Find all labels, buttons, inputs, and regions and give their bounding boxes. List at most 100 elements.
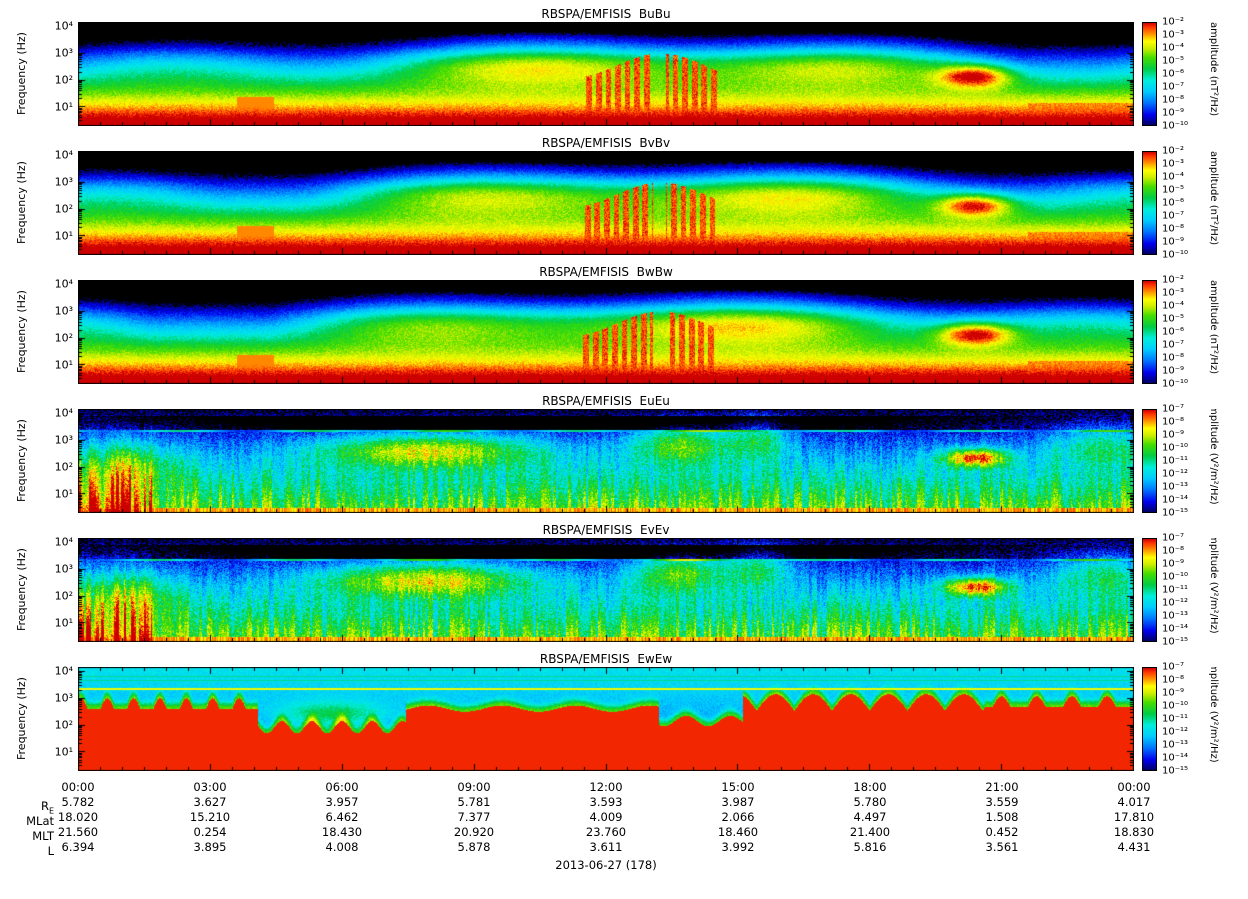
panel-bubu: RBSPA/EMFISIS BuBu Frequency (Hz) 10⁴ 10³… bbox=[0, 6, 1248, 132]
freq-tick-label: 10¹ bbox=[54, 100, 73, 114]
colorbar-tick-label: 10⁻¹³ bbox=[1162, 610, 1189, 622]
ephemeris-value: 23.760 bbox=[585, 825, 627, 839]
ephemeris-value: 4.008 bbox=[325, 840, 359, 854]
freq-tick-labels: 10⁴ 10³ 10² 10¹ bbox=[32, 664, 78, 771]
date-label: 2013-06-27 (178) bbox=[555, 858, 657, 872]
colorbar-tick-label: 10⁻¹⁵ bbox=[1162, 765, 1189, 777]
colorbar-tick-label: 10⁻⁷ bbox=[1162, 81, 1185, 93]
panel-title: RBSPA/EMFISIS EuEu bbox=[542, 394, 670, 408]
colorbar-tick-label: 10⁻⁴ bbox=[1162, 171, 1185, 183]
ephemeris-row-mlat: MLat 18.020 15.210 6.462 7.377 4.009 2.066 4.4… bbox=[0, 810, 1248, 828]
time-tick-label: 00:00 bbox=[1117, 780, 1151, 794]
colorbar-tick-label: 10⁻¹⁰ bbox=[1162, 249, 1189, 261]
ephemeris-value: 3.992 bbox=[721, 840, 755, 854]
ephemeris-value: 3.593 bbox=[589, 795, 623, 809]
ephemeris-values: 21.560 0.254 18.430 20.920 23.760 18.460 21.40… bbox=[58, 825, 1154, 840]
freq-tick-label: 10⁴ bbox=[54, 406, 73, 420]
freq-tick-label: 10¹ bbox=[54, 229, 73, 243]
colorbar-tick-label: 10⁻⁵ bbox=[1162, 313, 1185, 325]
colorbar-tick-label: 10⁻¹⁴ bbox=[1162, 623, 1189, 635]
ephemeris-value: 3.559 bbox=[985, 795, 1019, 809]
panel-title: RBSPA/EMFISIS EvEv bbox=[542, 523, 670, 537]
ephemeris-value: 21.560 bbox=[57, 825, 99, 839]
colorbar-tick-label: 10⁻² bbox=[1162, 145, 1185, 157]
panel-bwbw: RBSPA/EMFISIS BwBw Frequency (Hz) 10⁴ 10³… bbox=[0, 264, 1248, 390]
colorbar-tick-labels: 10⁻² 10⁻³ 10⁻⁴ 10⁻⁵ 10⁻⁶ 10⁻⁷ 10⁻⁸ 10⁻⁹ 10⁻¹⁰ bbox=[1157, 17, 1203, 132]
colorbar-tick-label: 10⁻⁵ bbox=[1162, 55, 1185, 67]
ephemeris-row-label: L bbox=[47, 844, 54, 858]
colorbar-tick-label: 10⁻⁸ bbox=[1162, 223, 1185, 235]
freq-tick-label: 10³ bbox=[54, 304, 73, 318]
ephemeris-value: 3.957 bbox=[325, 795, 359, 809]
colorbar-tick-label: 10⁻³ bbox=[1162, 158, 1185, 170]
colorbar-tick-label: 10⁻¹¹ bbox=[1162, 455, 1189, 467]
ephemeris-value: 5.781 bbox=[457, 795, 491, 809]
colorbar-tick-labels: 10⁻⁷ 10⁻⁸ 10⁻⁹ 10⁻¹⁰ 10⁻¹¹ 10⁻¹² 10⁻¹³ 10⁻¹⁴ 10⁻… bbox=[1157, 404, 1203, 519]
freq-tick-label: 10³ bbox=[54, 433, 73, 447]
freq-tick-label: 10⁴ bbox=[54, 277, 73, 291]
y-axis-label: Frequency (Hz) bbox=[15, 32, 28, 116]
ephemeris-value: 3.627 bbox=[193, 795, 227, 809]
colorbar-tick-label: 10⁻⁸ bbox=[1162, 94, 1185, 106]
time-tick-label: 06:00 bbox=[325, 780, 359, 794]
colorbar-tick-label: 10⁻⁷ bbox=[1162, 403, 1185, 415]
time-tick-label: 09:00 bbox=[457, 780, 491, 794]
freq-tick-label: 10⁴ bbox=[54, 664, 73, 678]
colorbar-tick-label: 10⁻¹¹ bbox=[1162, 713, 1189, 725]
colorbar-tick-label: 10⁻⁶ bbox=[1162, 68, 1185, 80]
colorbar-tick-label: 10⁻⁹ bbox=[1162, 558, 1185, 570]
colorbar-tick-label: 10⁻¹⁰ bbox=[1162, 700, 1189, 712]
ephemeris-value: 2.066 bbox=[721, 810, 755, 824]
ephemeris-row-mlt: MLT 21.560 0.254 18.430 20.920 23.760 18.460 2… bbox=[0, 825, 1248, 843]
ephemeris-value: 1.508 bbox=[985, 810, 1019, 824]
colorbar-tick-label: 10⁻⁹ bbox=[1162, 107, 1185, 119]
colorbar-tick-label: 10⁻¹⁵ bbox=[1162, 636, 1189, 648]
time-tick-label: 12:00 bbox=[589, 780, 623, 794]
ephemeris-value: 5.816 bbox=[853, 840, 887, 854]
colorbar-tick-label: 10⁻⁸ bbox=[1162, 545, 1185, 557]
colorbar-tick-label: 10⁻¹² bbox=[1162, 468, 1189, 480]
ephemeris-row-label: MLat bbox=[26, 814, 54, 828]
spectrogram-canvas bbox=[78, 280, 1134, 384]
ephemeris-value: 0.254 bbox=[193, 825, 227, 839]
freq-tick-label: 10¹ bbox=[54, 616, 73, 630]
ephemeris-value: 6.462 bbox=[325, 810, 359, 824]
time-tick-label: 21:00 bbox=[985, 780, 1019, 794]
ephemeris-value: 3.987 bbox=[721, 795, 755, 809]
spectrogram-canvas bbox=[78, 22, 1134, 126]
colorbar bbox=[1142, 22, 1157, 126]
colorbar-tick-label: 10⁻¹³ bbox=[1162, 739, 1189, 751]
y-axis-label: Frequency (Hz) bbox=[15, 290, 28, 374]
freq-tick-label: 10¹ bbox=[54, 358, 73, 372]
colorbar-tick-label: 10⁻⁸ bbox=[1162, 416, 1185, 428]
ephemeris-value: 4.497 bbox=[853, 810, 887, 824]
colorbar-tick-label: 10⁻⁷ bbox=[1162, 210, 1185, 222]
freq-tick-label: 10³ bbox=[54, 175, 73, 189]
spectrogram-canvas bbox=[78, 538, 1134, 642]
freq-tick-label: 10² bbox=[54, 460, 73, 474]
ephemeris-value: 18.460 bbox=[717, 825, 759, 839]
colorbar-tick-label: 10⁻¹⁰ bbox=[1162, 120, 1189, 132]
ephemeris-row-l: L 6.394 3.895 4.008 5.878 3.611 3.992 5.816 3.5… bbox=[0, 840, 1248, 858]
panel-title: RBSPA/EMFISIS BuBu bbox=[541, 7, 671, 21]
colorbar-tick-label: 10⁻⁴ bbox=[1162, 300, 1185, 312]
colorbar-tick-label: 10⁻¹¹ bbox=[1162, 584, 1189, 596]
spectrogram-canvas bbox=[78, 409, 1134, 513]
freq-tick-label: 10³ bbox=[54, 562, 73, 576]
spectrogram-canvas bbox=[78, 667, 1134, 771]
ephemeris-value: 5.782 bbox=[61, 795, 95, 809]
colorbar-label: amplitude (V²/m²/Hz) bbox=[1208, 409, 1219, 505]
colorbar-tick-label: 10⁻⁹ bbox=[1162, 687, 1185, 699]
colorbar-tick-label: 10⁻⁴ bbox=[1162, 42, 1185, 54]
colorbar-tick-label: 10⁻³ bbox=[1162, 287, 1185, 299]
colorbar-tick-labels: 10⁻⁷ 10⁻⁸ 10⁻⁹ 10⁻¹⁰ 10⁻¹¹ 10⁻¹² 10⁻¹³ 10⁻¹⁴ 10⁻… bbox=[1157, 533, 1203, 648]
colorbar-tick-label: 10⁻² bbox=[1162, 16, 1185, 28]
ephemeris-value: 5.780 bbox=[853, 795, 887, 809]
colorbar-tick-label: 10⁻⁸ bbox=[1162, 352, 1185, 364]
y-axis-label: Frequency (Hz) bbox=[15, 548, 28, 632]
freq-tick-label: 10⁴ bbox=[54, 535, 73, 549]
time-tick-label: 03:00 bbox=[193, 780, 227, 794]
spectrogram-canvas bbox=[78, 151, 1134, 255]
colorbar-tick-labels: 10⁻⁷ 10⁻⁸ 10⁻⁹ 10⁻¹⁰ 10⁻¹¹ 10⁻¹² 10⁻¹³ 10⁻¹⁴ 10⁻… bbox=[1157, 662, 1203, 777]
ephemeris-values: 18.020 15.210 6.462 7.377 4.009 2.066 4.497 1.5… bbox=[58, 810, 1154, 825]
